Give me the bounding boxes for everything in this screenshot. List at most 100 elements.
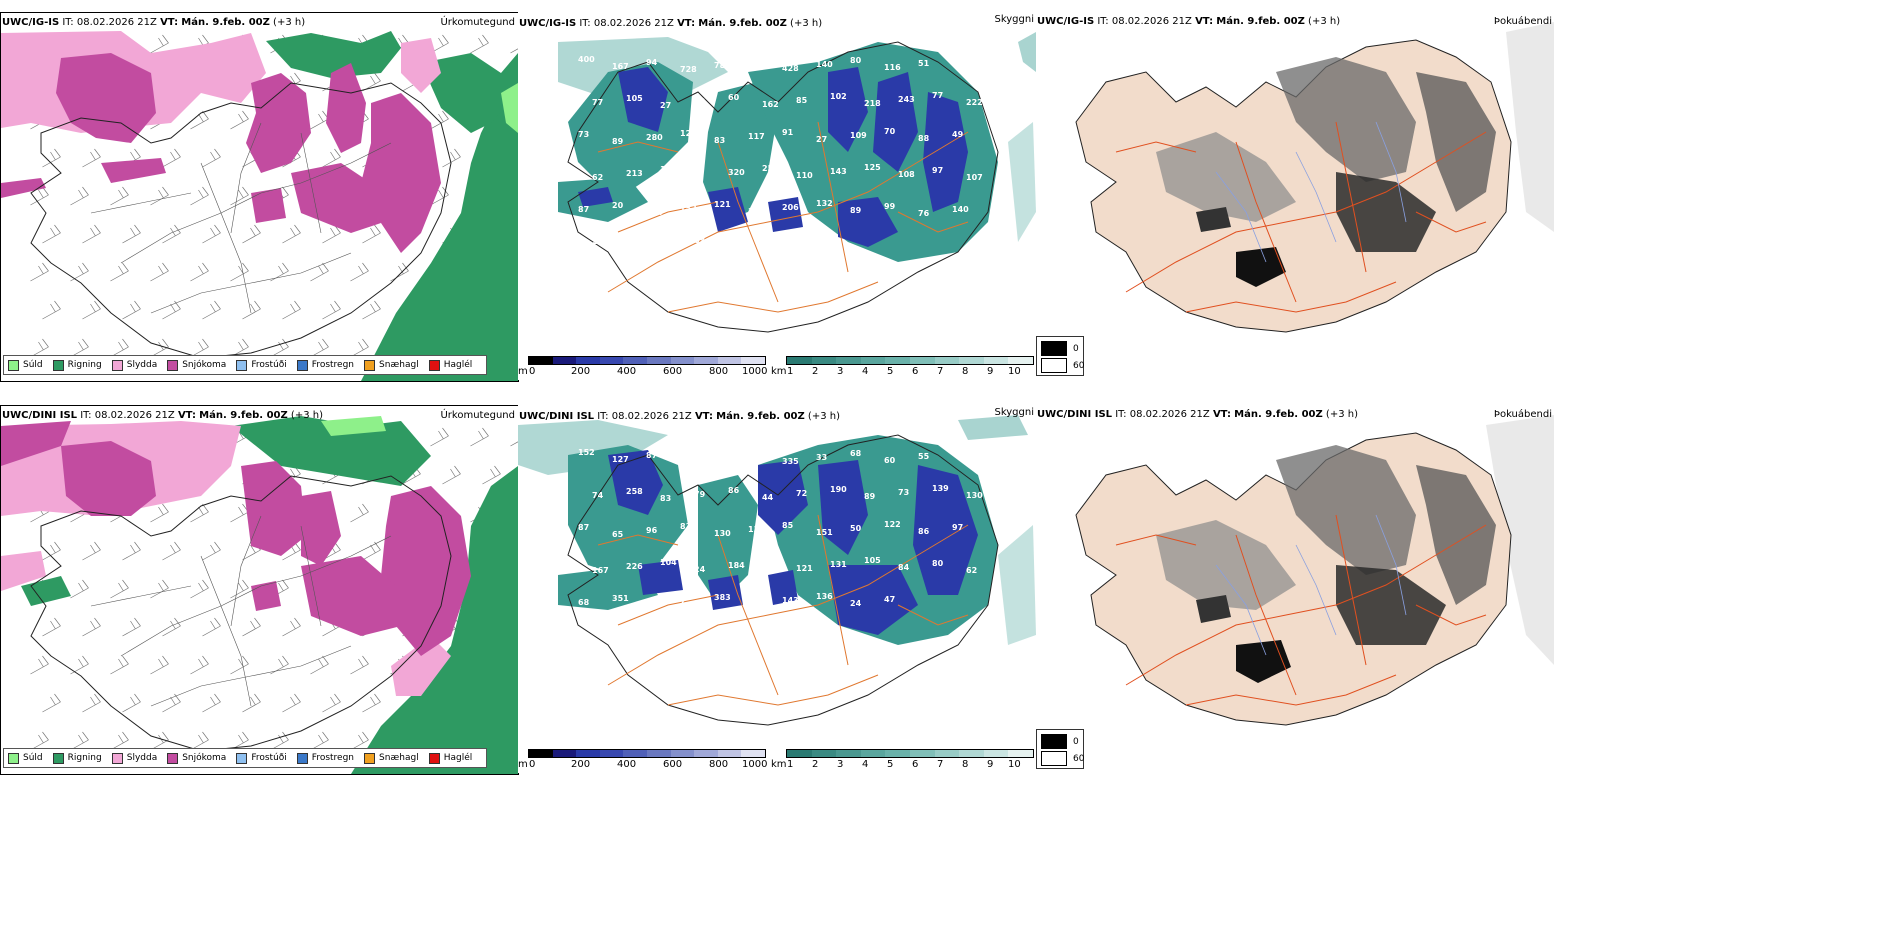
legend-item-snjokoma: Snjókoma — [167, 752, 226, 764]
colorbar-m: m 0 200 400 600 800 1000 — [518, 749, 768, 773]
fog-area — [1196, 595, 1231, 623]
ceiling-label: 151 — [816, 528, 833, 537]
legend-item-frostudi: Frostúði — [236, 359, 287, 371]
ceiling-label: 49 — [952, 130, 964, 139]
cloud-area — [818, 460, 868, 555]
colorbar-km-tick: 3 — [837, 759, 844, 770]
legend-item-sudl: Súld — [8, 359, 43, 371]
rain-area — [351, 466, 518, 774]
ceiling-label: 132 — [748, 525, 765, 534]
colorbar-km-unit: km — [771, 759, 787, 770]
ceiling-label: 334 — [748, 57, 765, 66]
fog-area — [1156, 132, 1296, 222]
cloud-area — [838, 197, 898, 247]
ceiling-label: 49 — [748, 600, 760, 609]
ceiling-label: 47 — [884, 595, 895, 604]
wind-barb — [70, 186, 89, 206]
wind-barb — [190, 655, 209, 675]
ceiling-label: 86 — [918, 527, 930, 536]
colorbar-km-tick: 5 — [887, 759, 894, 770]
wind-barb — [42, 148, 61, 168]
wind-barb — [362, 541, 381, 561]
cloud-area — [638, 560, 683, 595]
colorbar-km-tick: 1 — [787, 759, 794, 770]
snow-area — [1, 178, 46, 198]
ceiling-label: 89 — [612, 137, 624, 146]
ceiling-label: 728 — [680, 65, 697, 74]
ceiling-label: 79 — [694, 490, 706, 499]
cloud-area — [1018, 32, 1036, 72]
colorbar-m-tick: 0 — [529, 759, 536, 770]
ceiling-label: 144 — [646, 208, 663, 217]
ptype-panel-bottom: UWC/DINI ISL IT: 08.02.2026 21Z VT: Mán.… — [0, 405, 519, 775]
fog-legend-top: 0 60 — [1036, 336, 1084, 376]
ceiling-label: 428 — [782, 64, 799, 73]
wind-barb — [390, 262, 409, 282]
ceiling-label: 213 — [626, 169, 643, 178]
ceiling-label: 131 — [830, 560, 847, 569]
colorbar-m-tick: 200 — [571, 366, 591, 377]
ceiling-label: 83 — [714, 136, 725, 145]
ceiling-label: 76 — [660, 240, 672, 249]
rain-area — [421, 53, 518, 133]
ceiling-label: 84 — [898, 563, 910, 572]
rain-area — [266, 31, 401, 78]
fog-haze — [1506, 22, 1554, 232]
fog-area — [1276, 445, 1416, 575]
ceiling-label: 130 — [966, 491, 983, 500]
fog-legend-tick: 0 — [1073, 343, 1079, 354]
wind-barb — [110, 655, 129, 675]
cloud-panel-bottom: 152 127 87 272 80 102 335 33 68 60 55 82 74 258 83 79 86… — [518, 405, 1036, 773]
ceiling-label: 87 — [578, 523, 589, 532]
drizzle-area — [321, 416, 386, 436]
roads — [90, 122, 392, 314]
roads — [597, 514, 969, 706]
wind-barb — [282, 617, 301, 637]
wind-barb — [190, 262, 209, 282]
ceiling-label: 24 — [850, 599, 862, 608]
cloud-map-top: 400 167 94 728 78 334 428 140 80 116 51 92 77 105 27 10… — [558, 32, 1036, 333]
ceiling-label: 97 — [952, 523, 963, 532]
ceiling-label: 272 — [680, 458, 697, 467]
ceiling-label: 167 — [592, 566, 609, 575]
wind-barb — [162, 148, 181, 168]
cloud-area — [558, 565, 658, 610]
legend-item-slydda: Slydda — [111, 359, 157, 371]
panel-title: Þokuábendi — [1493, 409, 1552, 420]
ceiling-label: 82 — [952, 448, 963, 457]
wind-barb — [242, 300, 261, 320]
ceiling-label: 55 — [918, 452, 930, 461]
wind-barb — [82, 617, 101, 637]
ceiling-label: 80 — [714, 454, 726, 463]
wind-barb — [30, 262, 49, 282]
wind-barb — [510, 441, 518, 447]
fog-area — [1156, 520, 1296, 610]
ceiling-label: 152 — [578, 448, 595, 457]
wind-barb — [470, 34, 489, 54]
ptype-legend: Súld Rigning Slydda Snjókoma Frostúði Fr… — [3, 355, 488, 375]
ceiling-label: 218 — [864, 99, 881, 108]
wind-barb — [230, 262, 249, 282]
wind-barb — [310, 110, 329, 130]
ceiling-label: 119 — [660, 165, 677, 174]
ceiling-label: 89 — [850, 206, 862, 215]
ceiling-label: 102 — [830, 92, 847, 101]
snow-area — [251, 581, 281, 611]
ceiling-label: 80 — [932, 559, 944, 568]
ceiling-label: 33 — [816, 453, 827, 462]
panel-header: UWC/IG-IS IT: 08.02.2026 21Z VT: Mán. 9.… — [519, 18, 823, 29]
ptype-map-top — [1, 31, 518, 381]
wind-barb — [82, 541, 101, 561]
wind-barb — [362, 224, 381, 244]
colorbar-km-tick: 5 — [887, 366, 894, 377]
colorbar-m-unit: m — [518, 759, 528, 770]
ceiling-label: 130 — [714, 529, 731, 538]
fog-area — [1416, 465, 1496, 605]
panel-header: UWC/DINI ISL IT: 08.02.2026 21Z VT: Mán.… — [2, 410, 323, 421]
ceiling-label: 44 — [762, 493, 774, 502]
fog-panel-top: UWC/IG-IS IT: 08.02.2026 21Z VT: Mán. 9.… — [1036, 12, 1554, 380]
colorbar-m-tick: 400 — [617, 759, 637, 770]
fog-area — [1236, 640, 1291, 683]
ceiling-label: 400 — [578, 55, 595, 64]
ceiling-label: 7 — [680, 597, 686, 606]
